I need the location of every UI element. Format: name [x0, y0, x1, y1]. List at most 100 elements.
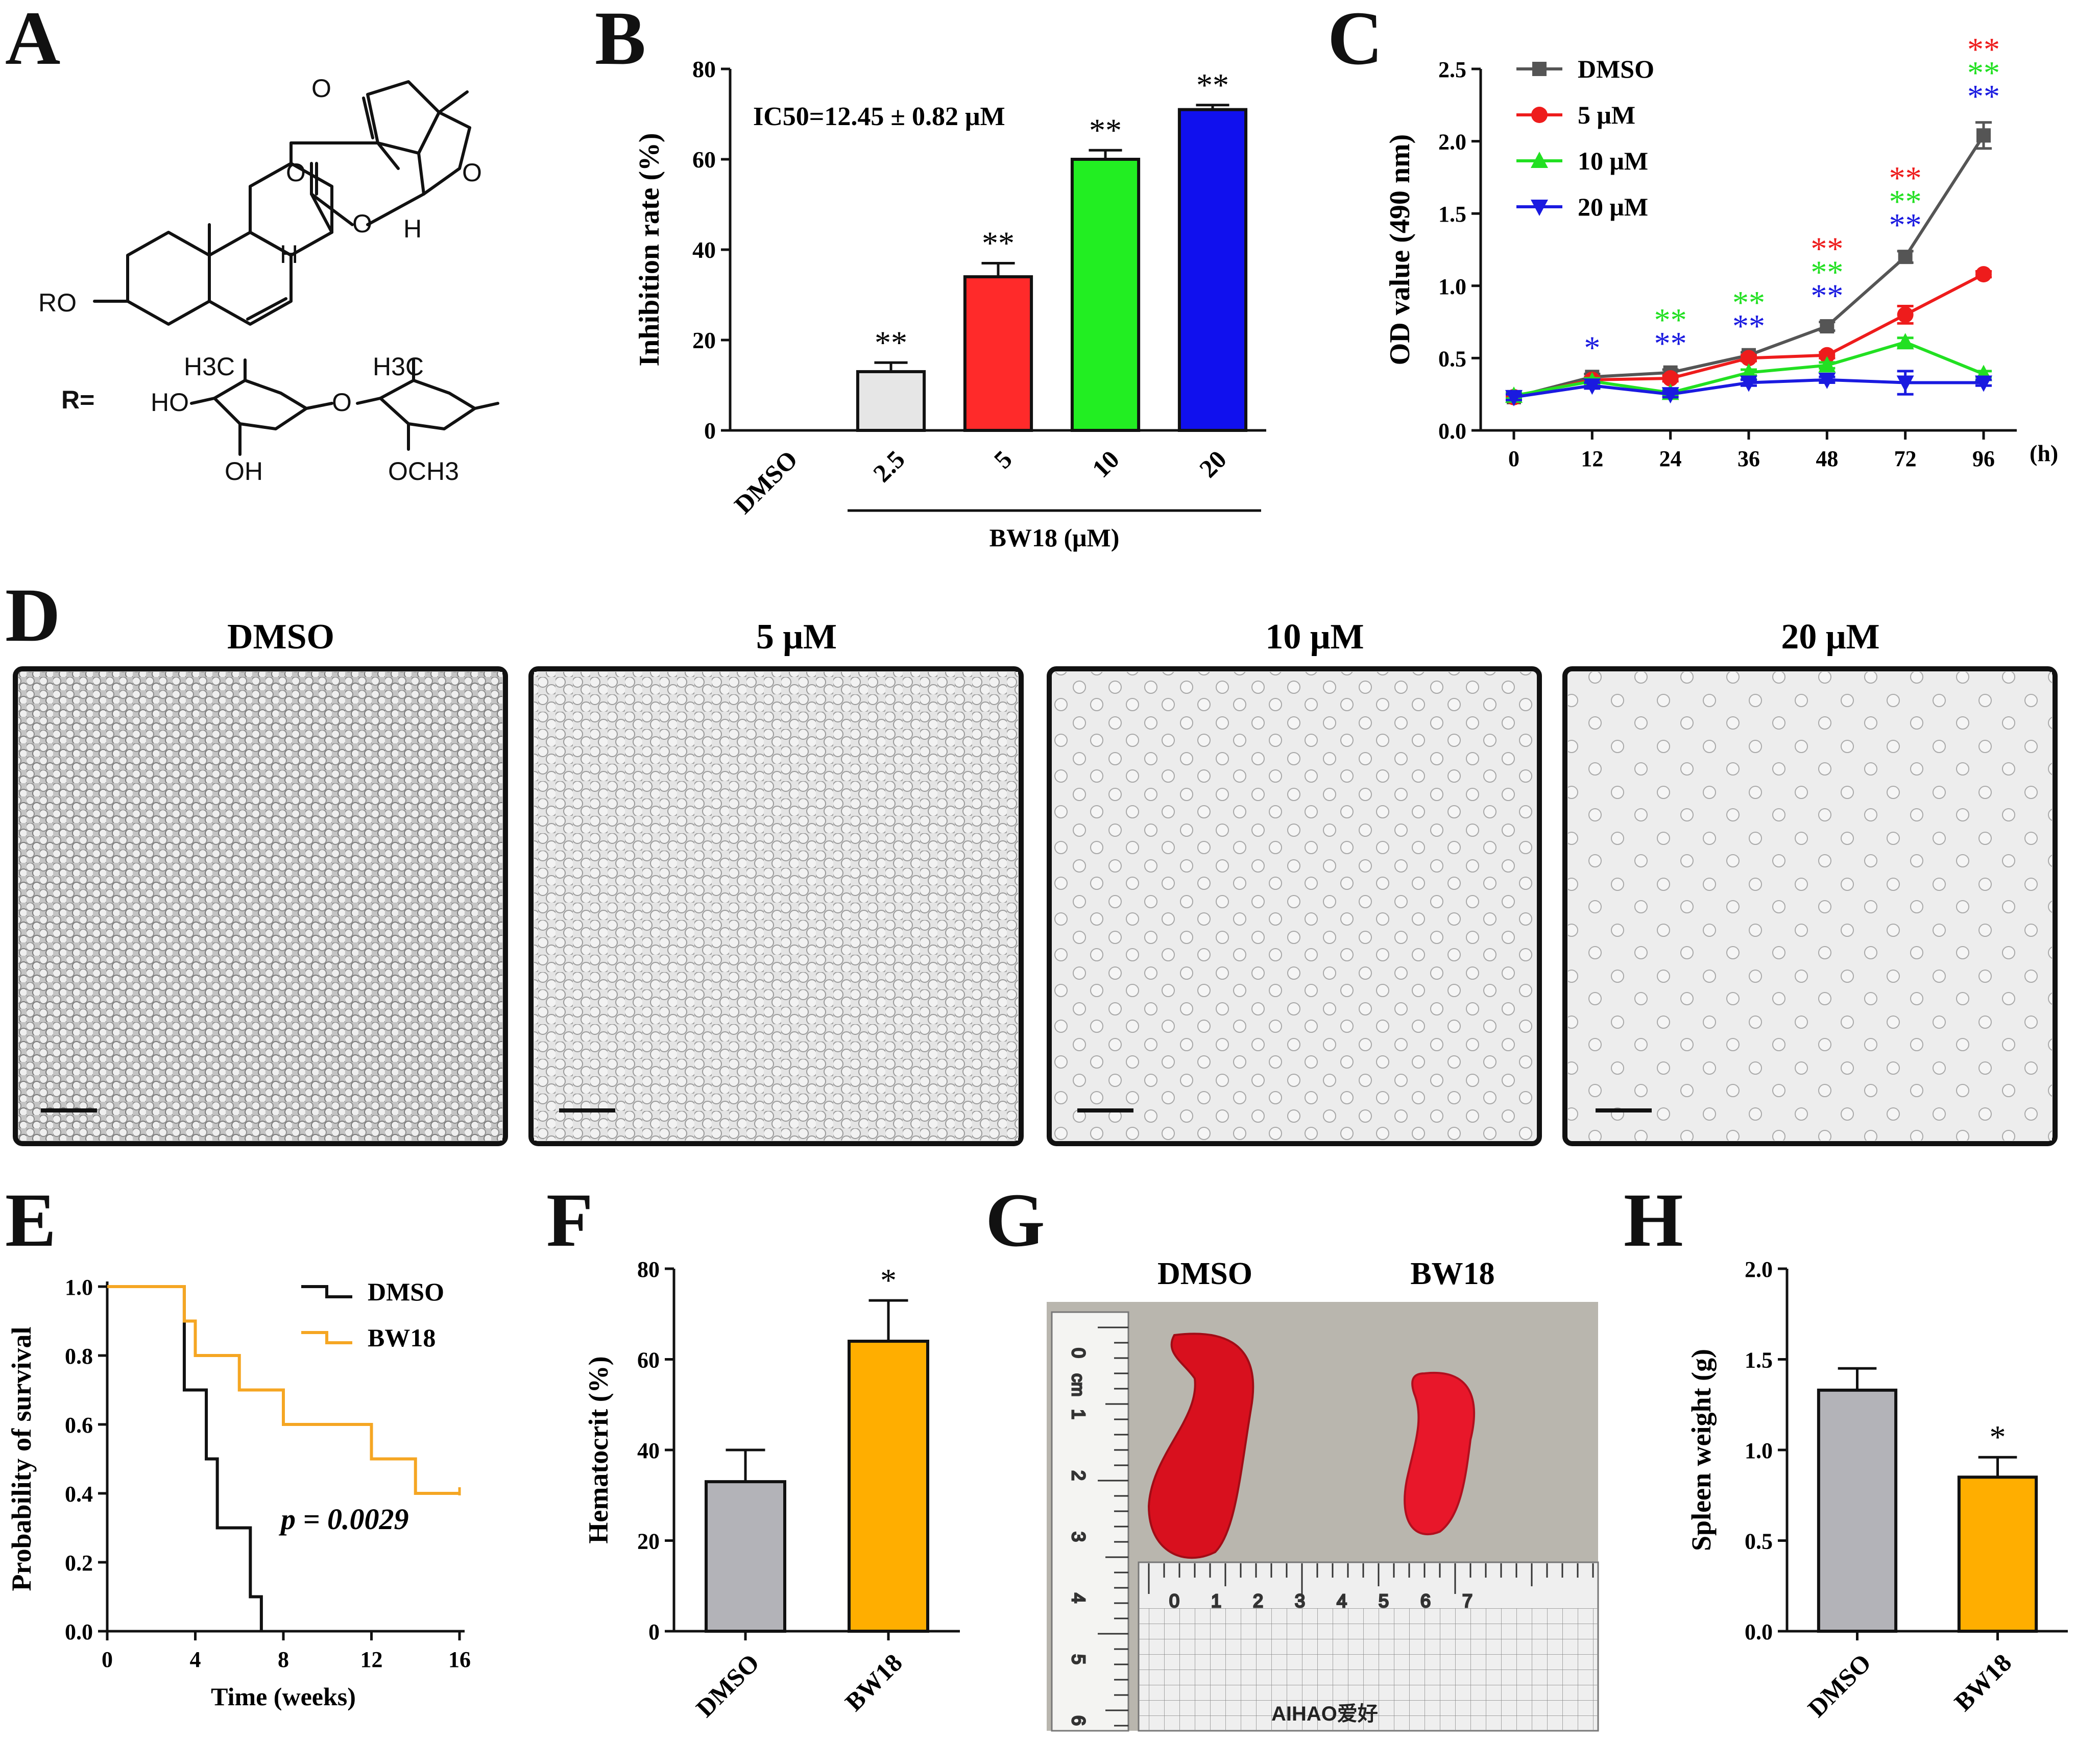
y-tick-label: 1.0 [1438, 274, 1466, 299]
x-tick-label: 20 [1194, 445, 1232, 483]
x-tick-label: 72 [1894, 446, 1917, 471]
data-point [1661, 387, 1679, 404]
x-tick-label: 0 [1508, 446, 1519, 471]
micrograph-dmso: DMSO [13, 617, 508, 1146]
x-tick-label: 48 [1816, 446, 1838, 471]
micrograph-label: 10 μM [1265, 617, 1364, 657]
data-point [1820, 319, 1835, 334]
bar [1070, 158, 1141, 432]
x-tick-label: 12 [360, 1647, 383, 1672]
bar [848, 1340, 929, 1633]
bar [1957, 1475, 2038, 1633]
significance-label: ** [875, 324, 907, 360]
y-tick-label: 0.6 [65, 1413, 93, 1438]
data-point [1740, 375, 1757, 392]
micrograph-label: DMSO [227, 617, 334, 657]
y-tick-label: 0.4 [65, 1482, 93, 1507]
photo-label-bw18: BW18 [1410, 1256, 1494, 1291]
y-axis-label: Hematocrit (%) [583, 1356, 614, 1543]
y-tick-label: 0.0 [1438, 419, 1466, 444]
micrograph-row: DMSO 5 μM 10 μM 20 μM [13, 617, 2058, 1146]
data-point [1531, 200, 1548, 216]
atom-label-o-furan: O [311, 74, 331, 103]
ruler-number: 6 [1068, 1715, 1089, 1726]
legend-label: BW18 [368, 1323, 436, 1352]
atom-label-oh: OH [225, 457, 263, 486]
data-point [1975, 375, 1992, 392]
data-point [1818, 372, 1836, 389]
atom-label-ro: RO [38, 288, 77, 317]
ruler-number: 2 [1068, 1470, 1089, 1481]
x-tick-label: BW18 [1948, 1648, 2017, 1716]
x-tick-label: 96 [1972, 446, 1995, 471]
y-tick-label: 1.0 [65, 1275, 93, 1300]
chart-b: IC50=12.45 ± 0.82 μM BW18 (μM) 0 20 40 60 80… [634, 56, 1266, 552]
atom-label-h-ring: H [280, 240, 298, 269]
data-point [1662, 370, 1679, 387]
y-tick-label: 2.0 [1745, 1257, 1773, 1282]
ruler-number: 0 [1068, 1348, 1089, 1358]
ruler-number: 1 [1068, 1409, 1089, 1419]
significance-label: ** [1654, 302, 1687, 338]
significance-label: ** [1889, 183, 1922, 220]
data-point [1583, 378, 1601, 395]
significance-label: ** [1967, 31, 2000, 67]
y-tick-label: 60 [692, 147, 716, 173]
ruler-brand-label: AIHAO爱好 [1271, 1703, 1378, 1725]
y-tick-label: 0 [704, 418, 716, 444]
significance-label: ** [1196, 67, 1229, 103]
data-point [1896, 333, 1914, 350]
substituent-label: R= [61, 385, 94, 414]
vertical-ruler [1051, 1311, 1129, 1732]
spleen-bw18 [1404, 1371, 1476, 1535]
chemical-structure [93, 80, 499, 456]
atom-label-och3: OCH3 [388, 457, 459, 486]
significance-label: ** [1889, 207, 1922, 243]
micrograph-20um: 20 μM [1562, 617, 2058, 1146]
panel-letter-c: C [1327, 0, 1383, 81]
chart-f: 0 20 40 60 80 DMSO * BW18 Hematocrit (%) [583, 1257, 960, 1723]
legend-label: 5 μM [1578, 101, 1635, 129]
bar [1177, 108, 1248, 432]
y-tick-label: 0 [648, 1619, 660, 1644]
ic50-label: IC50=12.45 ± 0.82 μM [753, 102, 1005, 131]
x-tick-label: 4 [190, 1647, 201, 1672]
micrograph-5um: 5 μM [528, 617, 1024, 1146]
significance-label: ** [1811, 231, 1843, 267]
data-point [1897, 306, 1914, 323]
y-tick-label: 20 [637, 1529, 660, 1554]
legend-label: 20 μM [1578, 192, 1648, 221]
y-tick-label: 1.5 [1438, 202, 1466, 227]
micrograph-10um: 10 μM [1047, 617, 1542, 1146]
ruler-number: 5 [1379, 1590, 1389, 1611]
ruler-number: 4 [1068, 1593, 1089, 1603]
y-tick-label: 2.0 [1438, 130, 1466, 155]
x-tick-label: 8 [278, 1647, 289, 1672]
data-point [1976, 128, 1991, 143]
data-point [1532, 62, 1547, 76]
significance-label: ** [1811, 278, 1843, 314]
significance-label: ** [1811, 254, 1843, 291]
ruler-number: 3 [1068, 1532, 1089, 1542]
data-point [1896, 375, 1914, 392]
photo-label-dmso: DMSO [1157, 1256, 1252, 1291]
panel-letter-b: B [595, 0, 646, 81]
p-value-label: p = 0.0029 [278, 1503, 409, 1536]
significance-label: * [1990, 1419, 2006, 1455]
atom-label-o-ring: O [462, 158, 482, 187]
x-tick-label: 0 [102, 1647, 113, 1672]
group-bracket-label: BW18 (μM) [989, 523, 1120, 552]
chart-e: p = 0.0029 0.0 0.2 0.4 0.6 0.8 1.0 0 4 8 12 16 Time… [6, 1275, 471, 1711]
legend-line [301, 1331, 352, 1344]
significance-label: ** [1732, 284, 1765, 321]
survival-curve [107, 1285, 263, 1631]
x-tick-label: DMSO [1802, 1648, 1877, 1723]
y-tick-label: 2.5 [1438, 57, 1466, 82]
y-tick-label: 0.0 [1745, 1619, 1773, 1644]
panel-letter-e: E [5, 1178, 56, 1263]
significance-label: ** [1654, 325, 1687, 361]
significance-label: * [1584, 330, 1600, 366]
atom-label-h3c-2: H3C [373, 352, 424, 381]
spleen-photo: DMSO BW18 0 1 2 3 4 5 6 cm 0 1 2 3 4 5 6 7 AIHAO爱好 [1047, 1256, 1599, 1732]
